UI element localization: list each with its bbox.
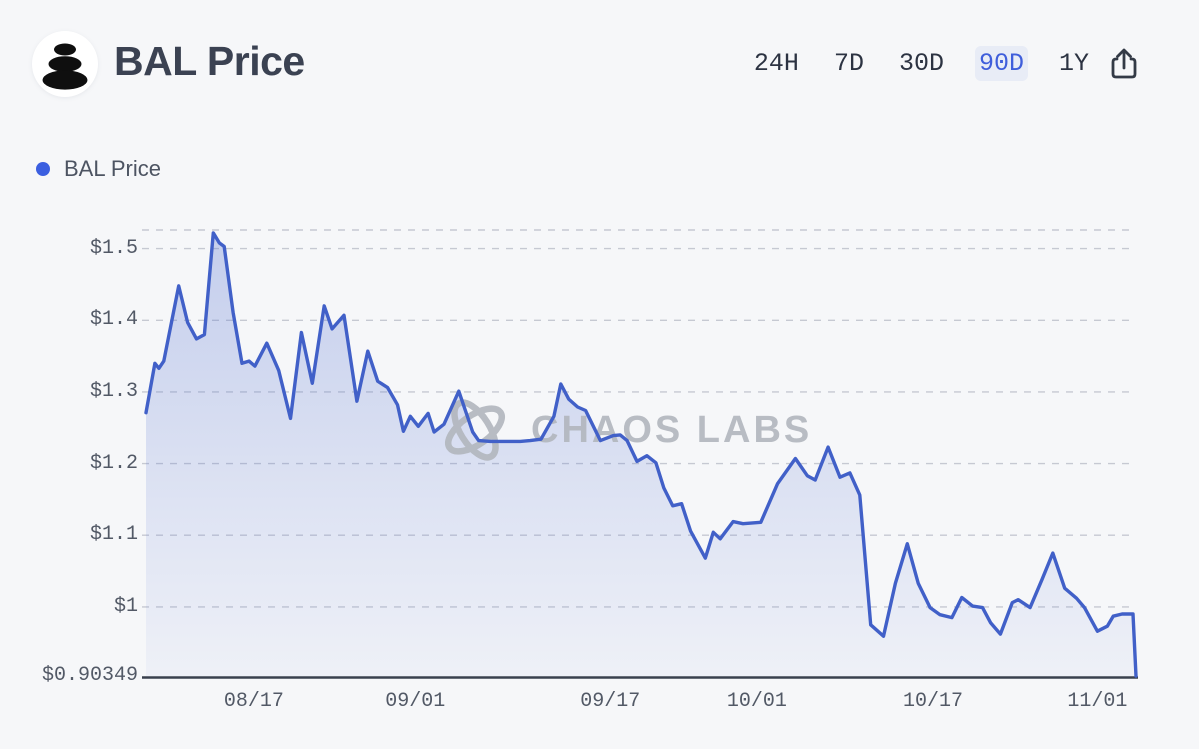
range-button-7d[interactable]: 7D	[830, 46, 868, 81]
range-button-90d[interactable]: 90D	[974, 45, 1028, 81]
legend-label: BAL Price	[64, 156, 162, 181]
range-button-30d[interactable]: 30D	[895, 46, 948, 81]
share-icon	[1111, 48, 1137, 79]
legend: BAL Price	[36, 156, 161, 182]
page-title: BAL Price	[114, 38, 305, 84]
balancer-logo-icon	[32, 31, 98, 97]
range-button-24h[interactable]: 24H	[750, 46, 803, 81]
range-button-1y[interactable]: 1Y	[1055, 46, 1093, 81]
share-button[interactable]	[1105, 44, 1143, 84]
legend-dot	[36, 162, 50, 176]
balancer-logo	[32, 31, 98, 97]
range-selector: 24H 7D 30D 90D 1Y	[750, 44, 1093, 82]
